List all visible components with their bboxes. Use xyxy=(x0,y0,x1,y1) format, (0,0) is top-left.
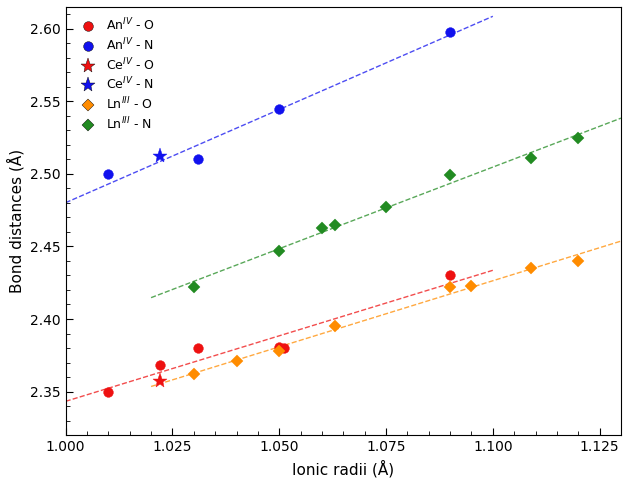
Legend: An$^{IV}$ - O, An$^{IV}$ - N, Ce$^{IV}$ - O, Ce$^{IV}$ - N, Ln$^{III}$ - O, Ln$^: An$^{IV}$ - O, An$^{IV}$ - N, Ce$^{IV}$ … xyxy=(72,13,159,136)
Y-axis label: Bond distances (Å): Bond distances (Å) xyxy=(7,149,25,293)
X-axis label: Ionic radii (Å): Ionic radii (Å) xyxy=(292,459,394,477)
